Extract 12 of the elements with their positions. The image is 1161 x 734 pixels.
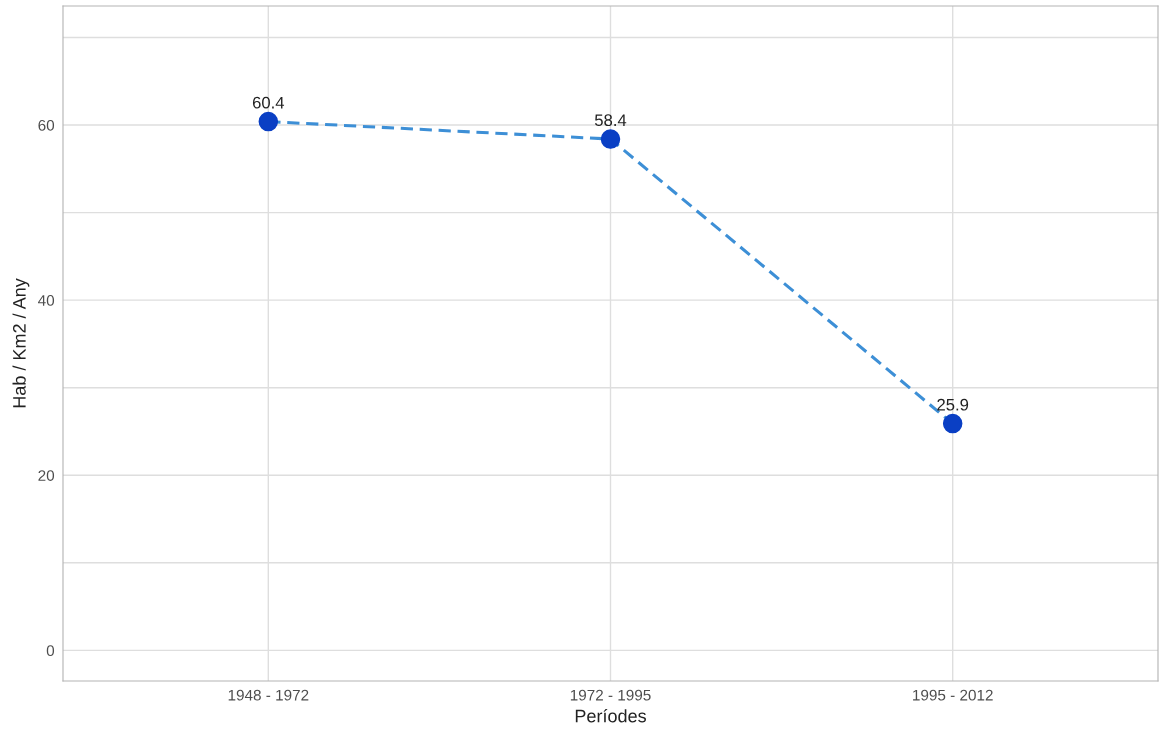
data-label: 60.4	[252, 96, 285, 109]
x-tick-label: 1995 - 2012	[913, 689, 993, 701]
y-tick-label: 60	[38, 119, 55, 131]
y-axis-title: Hab / Km2 / Any	[12, 278, 30, 408]
y-tick-label: 40	[38, 295, 55, 306]
x-tick-label: 1948 - 1972	[228, 689, 309, 701]
data-label: 25.9	[937, 398, 969, 411]
x-tick-label: 1972 - 1995	[570, 689, 651, 701]
x-axis-title: Períodes	[575, 708, 646, 723]
y-tick-label: 0	[46, 645, 55, 657]
data-label: 58.4	[594, 114, 627, 127]
y-tick-label: 20	[38, 470, 55, 481]
